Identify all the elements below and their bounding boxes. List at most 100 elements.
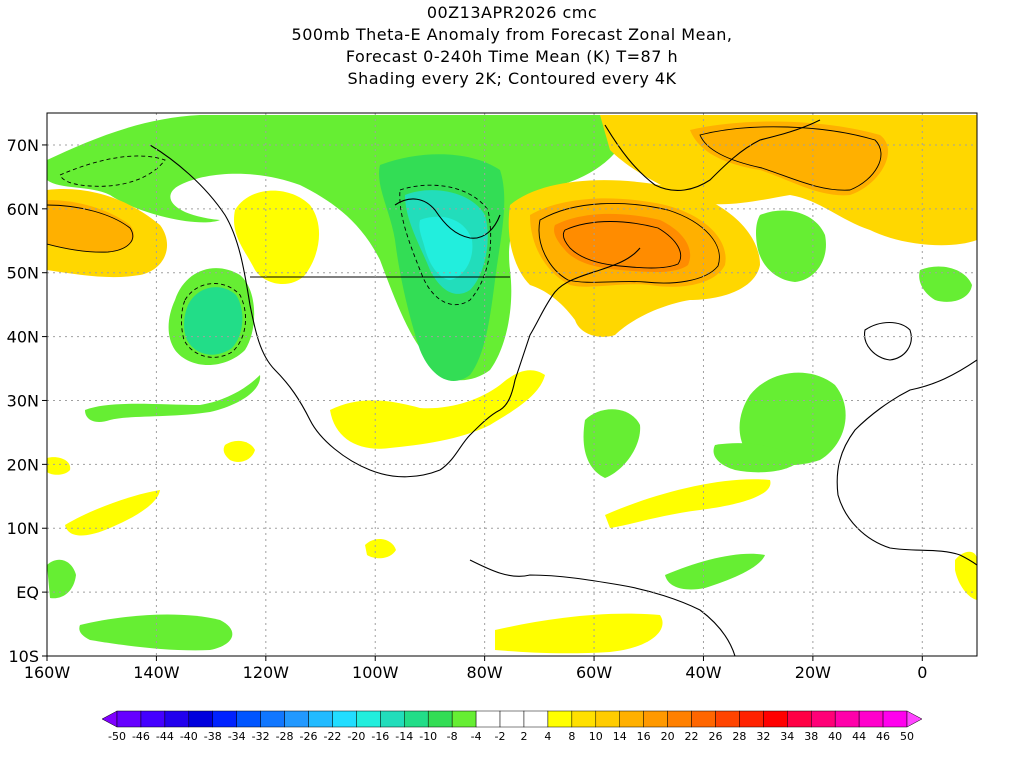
legend-color-cell [787, 710, 812, 728]
legend-color-cell [380, 710, 405, 728]
lat-tick-label: 30N [7, 391, 39, 410]
legend-color-cell [212, 710, 237, 728]
legend-label: -28 [276, 730, 294, 743]
legend-color-cell [236, 710, 261, 728]
shade-negative-west-africa [713, 443, 800, 473]
legend-label: 44 [852, 730, 866, 743]
lon-tick-label: 60W [576, 663, 612, 682]
legend-label: -26 [300, 730, 318, 743]
legend-label: -2 [495, 730, 506, 743]
shade-positive-gulf [330, 370, 545, 449]
longitude-axis: 160W 140W 120W 100W 80W 60W 40W 20W 0 [24, 656, 927, 682]
shade-positive-atlantic-10n [605, 479, 771, 528]
legend-label: -40 [180, 730, 198, 743]
contour-positive-greenland [699, 126, 882, 191]
legend-label: 38 [804, 730, 818, 743]
legend-color-cell [667, 710, 692, 728]
coastlines [149, 119, 977, 656]
legend-color-cell [739, 710, 764, 728]
lat-tick-label: 40N [7, 328, 39, 347]
shade-positive-west-coast [234, 190, 320, 285]
shade-negative-central-atlantic [583, 409, 641, 478]
legend-label: -32 [252, 730, 270, 743]
legend-color-cell [834, 710, 860, 728]
legend-color-cell [427, 710, 453, 728]
coast-hudson-bay [394, 198, 501, 239]
legend-label: 4 [544, 730, 551, 743]
legend-label: 2 [520, 730, 527, 743]
title-line-2: 500mb Theta-E Anomaly from Forecast Zona… [291, 25, 733, 44]
legend-label: 10 [589, 730, 603, 743]
shade-negative-pacific-nw-core [184, 287, 243, 355]
shade-positive-ne-pacific-core [47, 200, 134, 253]
legend-label: 50 [900, 730, 914, 743]
contour-positive-labrador-inner [562, 221, 682, 269]
coast-gulf-mexico [439, 247, 641, 471]
legend-color-cell [523, 710, 549, 728]
legend-color-cell [643, 710, 668, 728]
lon-tick-label: 40W [685, 663, 721, 682]
anomaly-shading [47, 115, 977, 654]
lat-tick-label: EQ [16, 583, 39, 602]
coast-africa [836, 359, 977, 566]
legend-color-cell [595, 710, 620, 728]
legend-label: -34 [228, 730, 246, 743]
map-frame [46, 112, 978, 657]
legend-label: 16 [637, 730, 651, 743]
legend-label: 20 [661, 730, 675, 743]
lon-tick-label: 160W [24, 663, 71, 682]
legend-color-cell [284, 710, 309, 728]
legend-color-cell [164, 710, 190, 728]
legend-color-cell [499, 710, 525, 728]
legend-color-cell [475, 710, 501, 728]
legend-label: -10 [419, 730, 437, 743]
shade-negative-hudson-center [419, 216, 473, 280]
shade-positive-baja [223, 440, 255, 462]
shade-positive-hawaii [47, 457, 71, 475]
legend-color-cell [451, 710, 477, 728]
legend-label: -16 [371, 730, 389, 743]
lon-tick-label: 20W [795, 663, 831, 682]
legend-label: 32 [756, 730, 770, 743]
gridlines [47, 113, 977, 656]
shade-positive-labrador-core [554, 213, 691, 273]
contour-negative-pacific-nw [181, 283, 246, 358]
legend-label: 14 [613, 730, 627, 743]
lat-tick-label: 10S [8, 647, 39, 666]
legend-label: 26 [708, 730, 722, 743]
legend-color-cell [188, 710, 214, 728]
legend-label: -50 [108, 730, 126, 743]
shade-negative-pacific-eq-west [47, 559, 76, 599]
coast-north-america-west [149, 144, 441, 478]
shade-negative-east-atlantic [756, 210, 826, 282]
legend-color-cell [691, 710, 716, 728]
legend-color-cell [308, 710, 333, 728]
legend-color-cell [260, 710, 285, 728]
legend-label: -4 [471, 730, 482, 743]
legend-color-cell [810, 710, 836, 728]
legend-arrow-low [101, 710, 118, 728]
legend-color-cell [356, 710, 381, 728]
shade-negative-atlantic-eq [665, 553, 765, 590]
legend-color-cell [715, 710, 740, 728]
legend-color-cell [571, 710, 597, 728]
legend-label: -20 [347, 730, 365, 743]
legend-label: 8 [568, 730, 575, 743]
lon-tick-label: 0 [917, 663, 927, 682]
legend-label: 22 [685, 730, 699, 743]
legend-color-cell [140, 710, 166, 728]
shade-positive-pacific-10n [65, 490, 160, 536]
legend-label: -44 [156, 730, 174, 743]
coast-south-america [469, 559, 736, 656]
lon-tick-label: 80W [467, 663, 503, 682]
lat-tick-label: 20N [7, 455, 39, 474]
legend-label: 34 [780, 730, 794, 743]
legend-color-bar [101, 710, 923, 728]
chart-title-block: 00Z13APR2026 cmc 500mb Theta-E Anomaly f… [0, 0, 1024, 90]
shade-positive-greenland-core [690, 121, 889, 196]
legend-arrow-high [906, 710, 923, 728]
legend-label: 46 [876, 730, 890, 743]
title-line-1: 00Z13APR2026 cmc [426, 3, 598, 22]
